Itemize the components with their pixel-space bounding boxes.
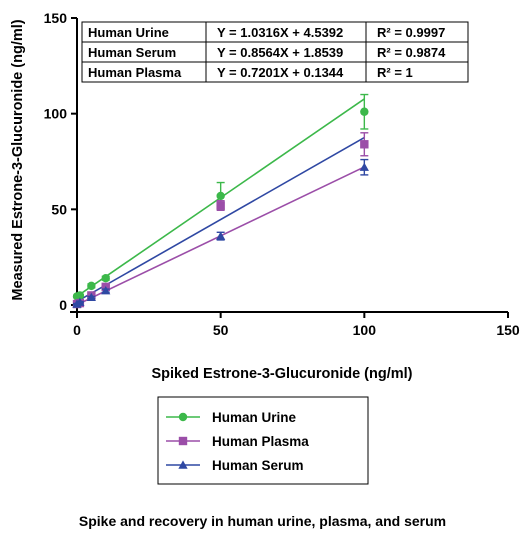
point-human-urine: [75, 291, 85, 300]
legend-marker-human-serum: [178, 460, 188, 469]
y-tick-label: 0: [59, 297, 67, 313]
point-human-serum: [86, 292, 96, 302]
equation-table-frame: [81, 21, 469, 83]
point-human-urine: [360, 107, 369, 116]
point-human-serum: [216, 231, 226, 240]
table-cell-r2: R² = 0.9874: [377, 45, 446, 60]
point-human-urine: [216, 191, 225, 201]
data-marks: [72, 93, 369, 309]
point-human-serum: [359, 162, 369, 171]
legend-label-human-urine: Human Urine: [212, 410, 297, 425]
y-tick-label: 150: [44, 10, 68, 26]
point-human-serum: [75, 297, 85, 306]
point-human-serum: [101, 286, 111, 295]
x-tick-label: 0: [73, 322, 81, 338]
x-tick-label: 150: [496, 322, 520, 338]
x-axis-label: Spiked Estrone-3-Glucuronide (ng/ml): [151, 366, 412, 382]
legend: Human Urine Human Plasma Human Serum: [157, 396, 369, 485]
point-human-urine: [101, 274, 110, 283]
figure-caption: Spike and recovery in human urine, plasm…: [78, 513, 447, 529]
legend-label-human-plasma: Human Plasma: [212, 434, 309, 449]
y-axis-label: Measured Estrone-3-Glucuronide (ng/ml): [10, 19, 26, 300]
table-cell-equation: Y = 0.8564X + 1.8539: [217, 45, 343, 60]
table-cell-equation: Y = 0.7201X + 0.1344: [217, 65, 344, 80]
y-tick-label: 100: [44, 106, 68, 122]
point-human-plasma: [360, 140, 369, 149]
y-tick-label: 50: [51, 201, 67, 217]
table-cell-matrix: Human Urine: [88, 25, 169, 40]
legend-marker-human-plasma: [178, 436, 188, 446]
legend-label-human-serum: Human Serum: [212, 458, 304, 473]
table-cell-matrix: Human Serum: [88, 45, 176, 60]
point-human-urine: [87, 281, 96, 291]
table-cell-r2: R² = 0.9997: [377, 25, 445, 40]
table-cell-matrix: Human Plasma: [88, 65, 182, 80]
axes: 0 50 100 150 0 50 100 150: [44, 10, 520, 338]
x-tick-label: 50: [213, 322, 229, 338]
fit-line-human-serum: [76, 136, 365, 303]
legend-marker-human-urine: [178, 412, 188, 422]
equation-table: Human Urine Y = 1.0316X + 4.5392 R² = 0.99…: [81, 21, 469, 83]
table-cell-r2: R² = 1: [377, 65, 413, 80]
x-tick-label: 100: [353, 322, 377, 338]
table-cell-equation: Y = 1.0316X + 4.5392: [217, 25, 343, 40]
point-human-plasma: [216, 201, 225, 210]
